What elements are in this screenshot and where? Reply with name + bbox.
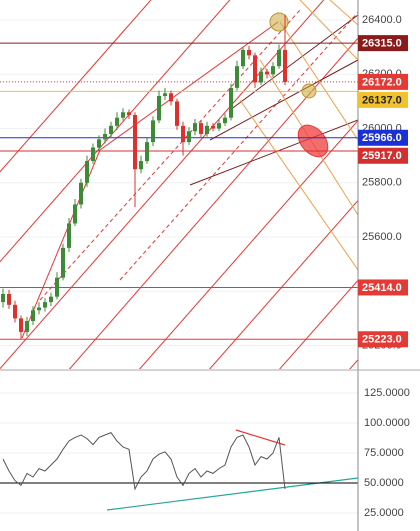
candle-body — [163, 93, 167, 96]
candle-body — [127, 112, 131, 115]
y-tick-label: 26400.0 — [362, 14, 402, 26]
y-tick-label: 50.0000 — [364, 477, 404, 489]
y-tick-label: 100.0000 — [364, 417, 410, 429]
candle-body — [115, 117, 119, 126]
price-label: 25917.0 — [362, 150, 402, 162]
candle-body — [151, 120, 155, 143]
candle-body — [61, 247, 65, 278]
price-label-box — [358, 279, 408, 296]
price-label-box — [358, 73, 408, 90]
candle-body — [85, 161, 89, 183]
price-label-box — [358, 129, 408, 146]
candle-body — [199, 123, 203, 134]
candle-body — [211, 125, 215, 129]
candle-body — [103, 133, 107, 140]
candle-body — [1, 293, 5, 303]
price-label-box — [358, 331, 408, 348]
candle-body — [49, 296, 53, 303]
candle-body — [67, 223, 71, 248]
candle-body — [193, 123, 197, 132]
candle-body — [217, 123, 221, 129]
candle-body — [247, 49, 251, 56]
candle-body — [187, 131, 191, 143]
candle-body — [175, 101, 179, 126]
candle-body — [13, 304, 17, 319]
candle-body — [223, 117, 227, 124]
y-tick-label: 25.0000 — [364, 507, 404, 519]
y-tick-label: 125.0000 — [364, 387, 410, 399]
candle-body — [73, 204, 77, 224]
candle-body — [97, 139, 101, 148]
candle-body — [241, 49, 245, 67]
candle-body — [253, 55, 257, 83]
price-label: 26315.0 — [362, 38, 402, 50]
price-label: 26172.0 — [362, 76, 402, 88]
price-label: 25223.0 — [362, 334, 402, 346]
candle-body — [91, 147, 95, 162]
candle-body — [37, 307, 41, 311]
candle-body — [133, 114, 137, 170]
candle-body — [31, 310, 35, 322]
candle-body — [55, 277, 59, 297]
candle-body — [145, 142, 149, 162]
candle-body — [259, 71, 263, 83]
candle-body — [43, 302, 47, 308]
oscillator — [0, 431, 358, 491]
candle-body — [19, 318, 23, 332]
candle-body — [283, 49, 287, 82]
price-label: 25966.0 — [362, 132, 402, 144]
candle-body — [157, 96, 161, 121]
price-levels — [0, 42, 358, 340]
candle-body — [7, 293, 11, 305]
candle-body — [235, 66, 239, 88]
price-label: 25414.0 — [362, 282, 402, 294]
price-label: 26137.0 — [362, 94, 402, 106]
candle-body — [205, 125, 209, 134]
price-axis: 26400.026200.026000.025800.025600.025400… — [358, 14, 410, 519]
candle-body — [181, 125, 185, 143]
candle-body — [139, 161, 143, 170]
candle-body — [265, 71, 269, 75]
price-label-box — [358, 35, 408, 52]
candle-body — [121, 112, 125, 118]
price-label-box — [358, 147, 408, 164]
candle-body — [277, 49, 281, 67]
candle-body — [229, 87, 233, 118]
y-tick-label: 75.0000 — [364, 447, 404, 459]
oscillator-line — [2, 431, 286, 491]
candle-body — [25, 321, 29, 332]
price-label-box — [358, 91, 408, 108]
candles — [1, 14, 287, 340]
candle-body — [79, 182, 83, 205]
candle-body — [271, 66, 275, 75]
candle-body — [169, 93, 173, 102]
candle-body — [109, 125, 113, 134]
y-tick-label: 25800.0 — [362, 177, 402, 189]
y-tick-label: 25600.0 — [362, 231, 402, 243]
